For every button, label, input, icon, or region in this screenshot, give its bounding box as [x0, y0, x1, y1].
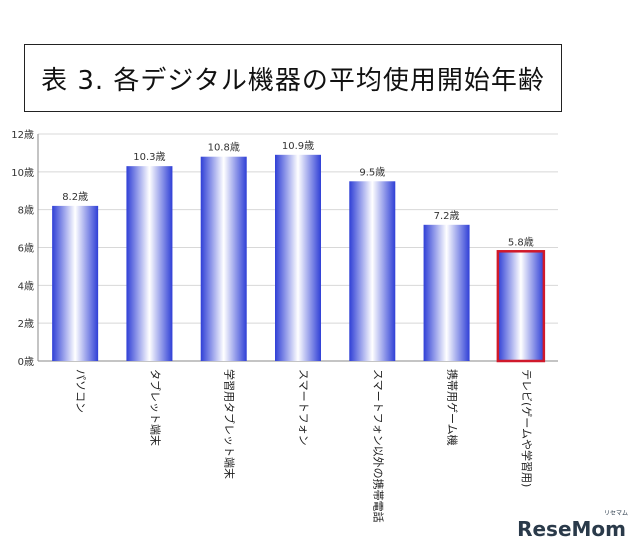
- y-tick-label: 0歳: [18, 356, 34, 368]
- bar: [349, 181, 396, 361]
- data-label: 7.2歳: [434, 210, 460, 222]
- data-label: 9.5歳: [359, 166, 385, 178]
- watermark-logo: ReseMom: [517, 517, 626, 541]
- chart-title: 表 3. 各デジタル機器の平均使用開始年齢: [41, 65, 545, 96]
- chart-title-box: 表 3. 各デジタル機器の平均使用開始年齢: [24, 44, 562, 112]
- y-tick-label: 4歳: [18, 280, 34, 292]
- bar: [423, 224, 470, 361]
- watermark-subtext: リセマム: [603, 510, 628, 517]
- bar: [275, 154, 321, 361]
- bar: [200, 156, 247, 361]
- x-category-label: テレビ(ゲームや学習用): [520, 369, 534, 487]
- y-tick-label: 2歳: [18, 318, 34, 330]
- data-label: 10.9歳: [282, 140, 314, 152]
- y-tick-label: 12歳: [11, 129, 34, 141]
- x-category-label: 携帯用ゲーム機: [446, 369, 460, 446]
- y-tick-label: 10歳: [11, 167, 34, 179]
- bar: [126, 166, 173, 361]
- data-label: 8.2歳: [62, 191, 88, 203]
- x-category-label: スマートフォン以外の携帯電話: [371, 369, 385, 523]
- x-category-label: 学習用タブレット端末: [223, 369, 237, 479]
- y-tick-label: 6歳: [18, 243, 34, 255]
- x-category-label: スマートフォン: [297, 369, 310, 446]
- y-tick-label: 8歳: [18, 205, 34, 217]
- x-category-label: タブレット端末: [148, 369, 162, 446]
- bar: [496, 250, 546, 363]
- data-label: 10.3歳: [133, 151, 165, 163]
- data-label: 5.8歳: [508, 236, 534, 248]
- data-label: 10.8歳: [208, 142, 240, 154]
- x-category-label: パソコン: [74, 369, 87, 413]
- bar: [52, 205, 99, 361]
- bars: [52, 154, 546, 363]
